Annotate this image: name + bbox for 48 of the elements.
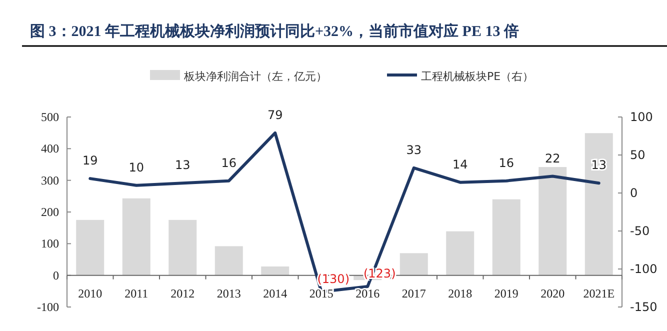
bar: [76, 220, 104, 276]
chart-title: 图 3：2021 年工程机械板块净利润预计同比+32%，当前市值对应 PE 13 倍: [30, 22, 519, 40]
y-tick-label: 0: [53, 268, 59, 282]
data-label: 22: [544, 151, 560, 166]
data-label: 13: [591, 158, 607, 172]
legend-label: 板块净利润合计（左，亿元）: [183, 70, 327, 83]
x-tick-label: 2016: [356, 286, 380, 300]
bar: [492, 199, 520, 276]
x-tick-label: 2014: [263, 286, 288, 300]
y2-tick-label: 50: [630, 148, 646, 162]
y-tick-label: 400: [41, 142, 59, 156]
y-tick-label: 300: [41, 173, 59, 188]
x-tick-label: 2015: [309, 286, 334, 300]
data-label: 19: [82, 154, 98, 168]
bar: [168, 220, 197, 276]
x-tick-label: 2013: [216, 286, 241, 300]
y-tick-label: 100: [41, 236, 59, 251]
data-label: 10: [128, 160, 144, 174]
data-label: 14: [452, 157, 468, 172]
y2-tick-label: 100: [630, 110, 653, 124]
bar: [400, 253, 428, 276]
y-tick-label: -100: [37, 300, 59, 314]
data-label: 16: [221, 156, 237, 170]
bar: [122, 198, 150, 276]
data-label: 33: [406, 142, 422, 157]
y2-tick-label: 0: [630, 186, 638, 200]
y2-tick-label: -100: [630, 262, 658, 276]
bar: [261, 266, 290, 276]
x-tick-label: 2012: [170, 286, 195, 300]
data-label: 16: [498, 156, 514, 170]
bar: [584, 133, 613, 276]
x-tick-label: 2010: [78, 286, 102, 300]
bar: [446, 231, 474, 276]
legend-label: 工程机械板块PE（右）: [421, 70, 534, 83]
data-label: 79: [267, 108, 283, 122]
x-tick-label: 2011: [124, 286, 148, 300]
x-tick-label: 2021E: [583, 286, 615, 300]
y2-tick-label: -50: [630, 224, 650, 238]
x-tick-label: 2019: [494, 286, 518, 300]
bar: [538, 167, 567, 276]
x-tick-label: 2018: [448, 286, 472, 300]
y-tick-label: 500: [41, 110, 59, 124]
y-tick-label: 200: [41, 205, 59, 219]
data-label: 13: [174, 158, 190, 172]
x-tick-label: 2020: [540, 286, 565, 300]
y2-tick-label: -150: [630, 300, 658, 314]
bar: [214, 246, 243, 276]
x-tick-label: 2017: [402, 286, 426, 300]
